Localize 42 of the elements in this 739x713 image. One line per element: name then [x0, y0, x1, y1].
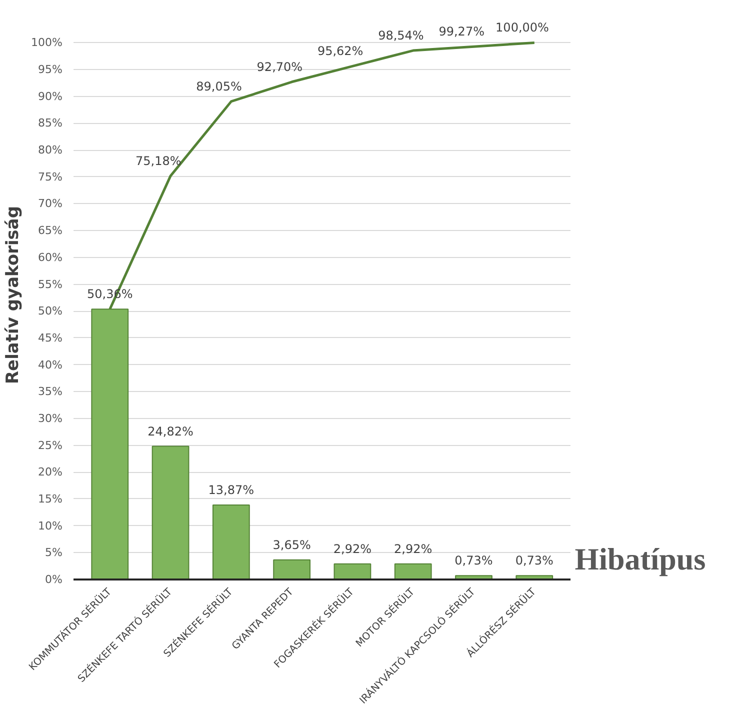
data-label: 75,18% [136, 154, 182, 168]
bar [394, 563, 432, 580]
y-tick-label: 95% [38, 63, 63, 76]
y-tick-label: 90% [38, 90, 63, 103]
y-tick-label: 85% [38, 116, 63, 130]
y-axis-title: Relatív gyakoriság [3, 206, 24, 384]
y-tick-label: 65% [38, 224, 63, 238]
y-tick-label: 50% [38, 304, 63, 318]
y-tick-label: 70% [38, 197, 63, 210]
data-label: 24,82% [148, 424, 194, 438]
data-label: 95,62% [317, 44, 364, 58]
data-label: 2,92% [394, 542, 432, 556]
y-tick-label: 15% [38, 492, 63, 506]
y-tick-label: 5% [45, 546, 62, 560]
bar [334, 563, 372, 580]
y-tick-label: 100% [31, 36, 63, 50]
y-tick-label: 30% [38, 412, 63, 425]
y-tick-label: 40% [38, 358, 63, 372]
y-tick-label: 75% [38, 170, 63, 184]
data-label: 0,73% [454, 554, 493, 568]
data-label: 13,87% [208, 483, 254, 498]
y-tick-label: 80% [38, 144, 63, 157]
data-label: 3,65% [272, 538, 311, 552]
y-tick-label: 20% [38, 466, 63, 479]
data-label: 92,70% [256, 60, 303, 74]
bar [212, 504, 250, 580]
y-tick-label: 60% [38, 250, 63, 264]
y-tick-label: 55% [38, 278, 63, 291]
bar [152, 446, 190, 580]
y-tick-label: 25% [38, 438, 63, 452]
data-label: 99,27% [438, 24, 484, 39]
y-tick-label: 35% [38, 385, 63, 398]
data-label: 100,00% [496, 20, 549, 35]
data-label: 89,05% [196, 79, 242, 94]
data-label: 98,54% [378, 28, 424, 43]
bar [273, 559, 311, 580]
y-tick-label: 45% [38, 331, 63, 344]
y-tick-label: 10% [38, 519, 63, 532]
data-label: 2,92% [333, 542, 372, 556]
x-axis-title: Hibatípus [574, 542, 706, 576]
data-label: 0,73% [515, 554, 554, 568]
y-tick-label: 0% [45, 573, 62, 586]
